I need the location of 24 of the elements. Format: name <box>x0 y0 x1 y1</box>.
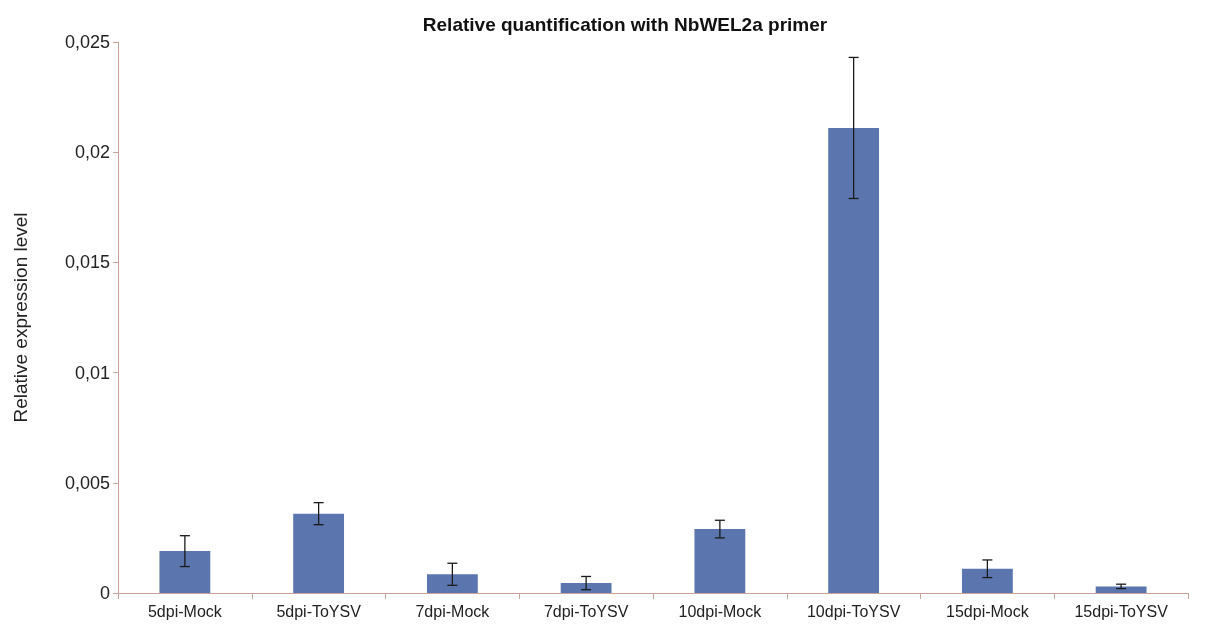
x-tick-label: 5dpi-ToYSV <box>276 602 362 620</box>
x-tick-label: 10dpi-Mock <box>678 602 763 620</box>
chart-title: Relative quantification with NbWEL2a primer <box>422 14 828 35</box>
x-tick-label: 15dpi-ToYSV <box>1074 602 1169 620</box>
bar <box>828 127 880 593</box>
bar <box>426 574 478 593</box>
x-tick-label: 7dpi-Mock <box>415 602 491 620</box>
x-tick-label: 7dpi-ToYSV <box>543 602 629 620</box>
y-tick-label: 0,025 <box>64 32 110 52</box>
bar <box>560 583 612 593</box>
x-tick-label: 10dpi-ToYSV <box>806 602 901 620</box>
y-tick-label: 0 <box>99 583 110 603</box>
y-tick-label: 0,005 <box>64 472 110 493</box>
y-tick-label: 0,01 <box>74 362 110 383</box>
x-tick-label: 15dpi-Mock <box>946 602 1030 620</box>
bar <box>159 551 211 593</box>
y-axis-title: Relative expression level <box>10 212 31 423</box>
bar <box>1095 586 1147 593</box>
y-tick-label: 0,015 <box>64 252 110 273</box>
x-tick-label: 5dpi-Mock <box>147 602 223 620</box>
bar <box>694 529 746 593</box>
bar <box>961 568 1013 593</box>
y-tick-label: 0,02 <box>74 142 110 163</box>
bar <box>293 513 345 593</box>
